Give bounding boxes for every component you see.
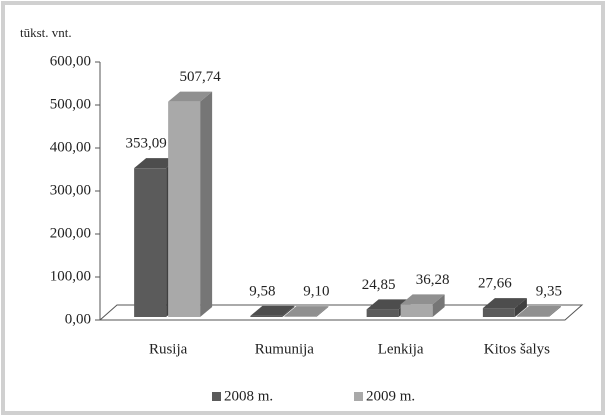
- y-tick-label: 200,00: [50, 225, 91, 241]
- bar: [250, 315, 283, 317]
- axis-label: tūkst. vnt.: [20, 25, 72, 40]
- bar-side: [282, 305, 295, 317]
- bar-side: [316, 306, 329, 317]
- x-tick-label: Rusija: [149, 341, 188, 357]
- bar-top: [284, 306, 329, 317]
- value-label: 36,28: [416, 272, 450, 288]
- bar: [284, 316, 317, 317]
- bar-top: [366, 299, 411, 310]
- bar-top: [168, 91, 213, 102]
- value-label: 9,35: [536, 283, 562, 299]
- bar: [366, 309, 399, 317]
- y-tick-label: 100,00: [50, 268, 91, 284]
- value-label: 507,74: [180, 69, 222, 85]
- y-tick-label: 400,00: [50, 139, 91, 155]
- bar-top: [516, 305, 561, 316]
- value-label: 24,85: [362, 277, 396, 293]
- y-tick-label: 0,00: [65, 311, 91, 327]
- x-tick-label: Lenkija: [378, 341, 424, 357]
- bar-top: [400, 294, 445, 305]
- bar: [482, 308, 515, 317]
- bar-side: [432, 294, 445, 317]
- value-label: 27,66: [478, 276, 512, 292]
- floor: [98, 304, 584, 321]
- value-label: 9,10: [303, 284, 329, 300]
- legend-label: 2009 m.: [366, 388, 415, 404]
- bar-top: [250, 305, 295, 316]
- y-tick-label: 500,00: [50, 96, 91, 112]
- bar-side: [514, 298, 527, 317]
- bar-side: [548, 305, 561, 317]
- value-label: 353,09: [126, 136, 167, 152]
- x-tick-label: Rumunija: [255, 341, 315, 357]
- bar: [516, 315, 549, 317]
- value-label: 9,58: [249, 283, 275, 299]
- bar-side: [200, 91, 213, 317]
- bar: [400, 304, 433, 317]
- legend-swatch: [354, 392, 363, 401]
- y-tick-label: 300,00: [50, 182, 91, 198]
- bar-top: [482, 298, 527, 309]
- legend-swatch: [212, 392, 221, 401]
- x-tick-label: Kitos šalys: [484, 341, 550, 357]
- bar: [168, 101, 201, 317]
- bar: [134, 168, 167, 317]
- legend-label: 2008 m.: [224, 388, 273, 404]
- bar-top: [134, 158, 179, 169]
- y-tick-label: 600,00: [50, 53, 91, 69]
